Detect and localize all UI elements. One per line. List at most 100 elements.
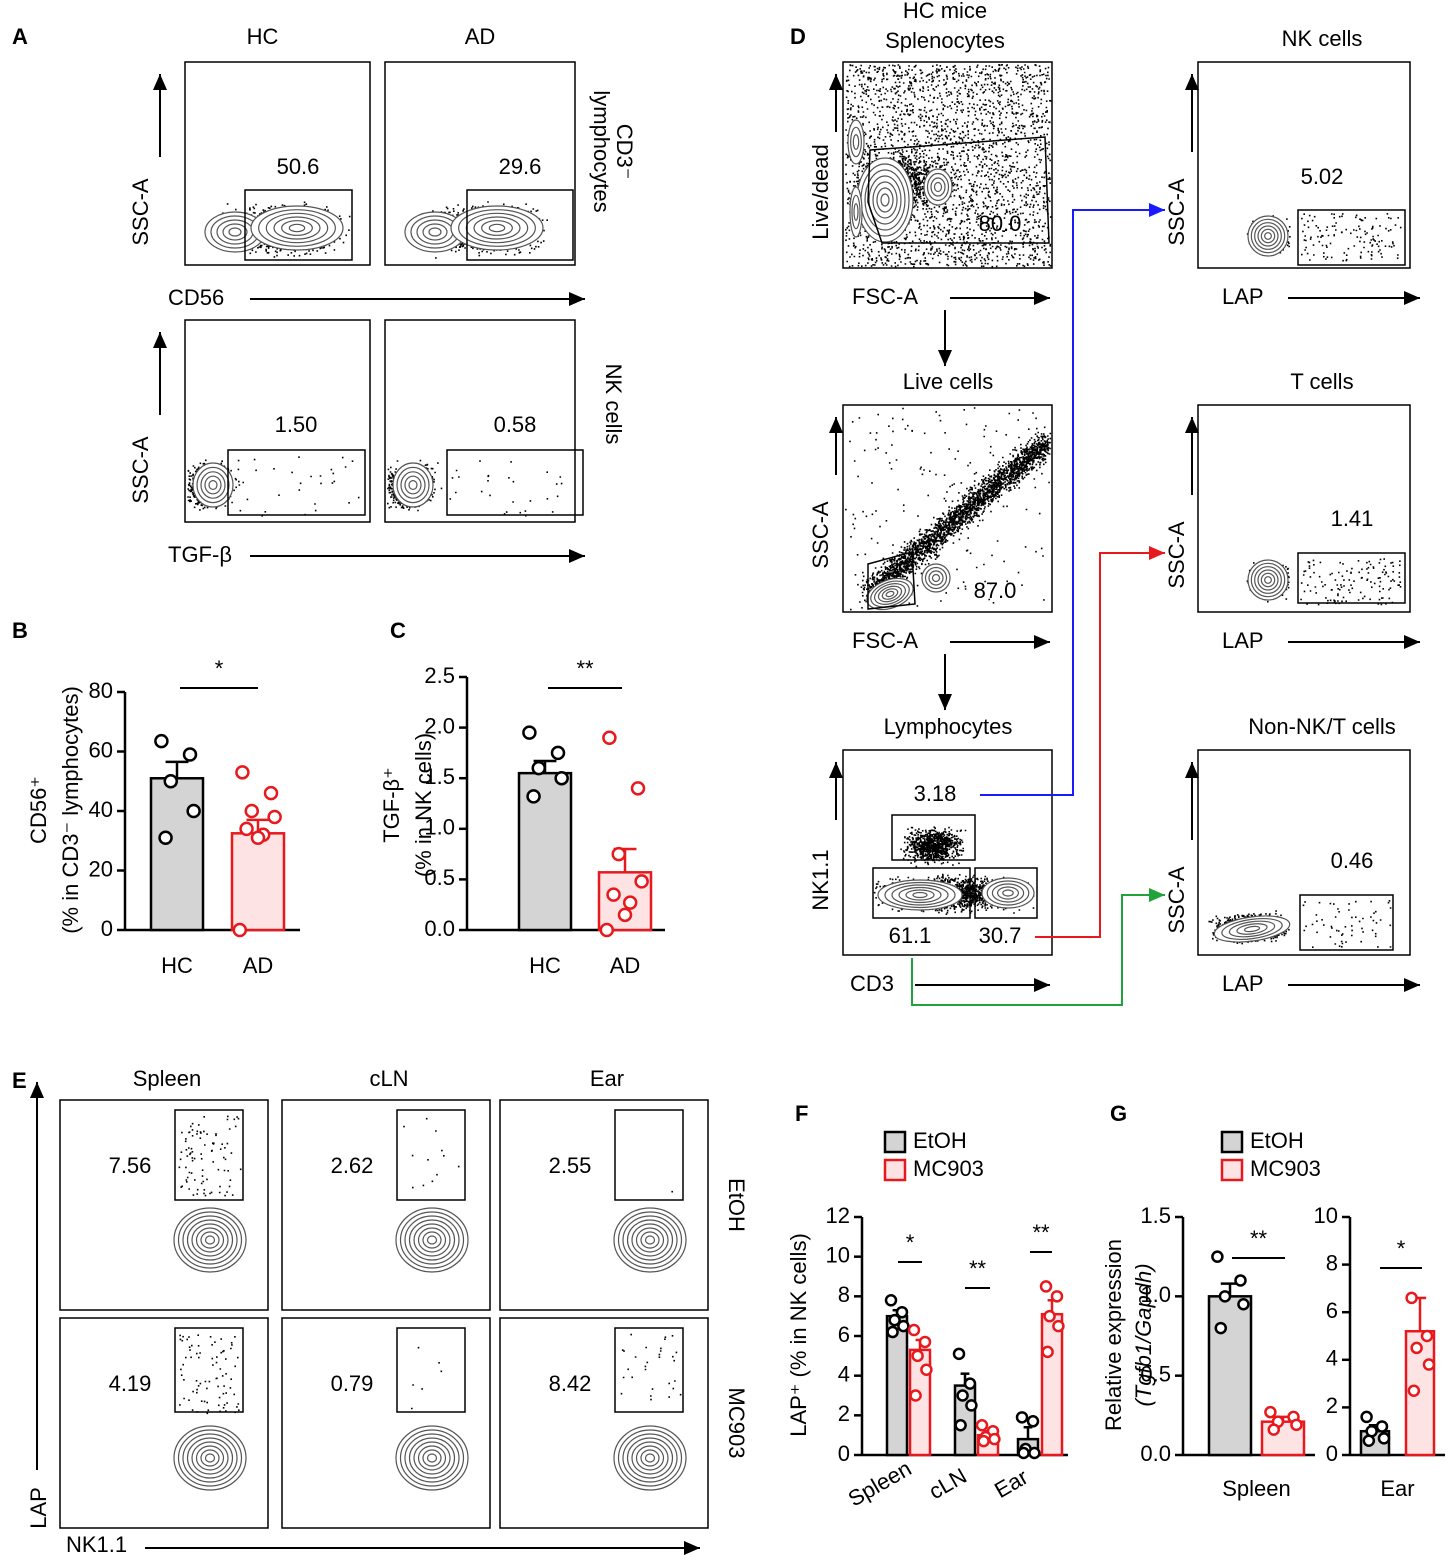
gate xyxy=(446,449,584,516)
y-tick-label: 10 xyxy=(826,1242,850,1267)
plot-frame xyxy=(281,1099,491,1311)
data-point xyxy=(630,781,646,796)
contour xyxy=(851,194,861,230)
plot-title: NK cells xyxy=(1282,26,1363,51)
contour xyxy=(404,1433,460,1483)
data-point xyxy=(1405,1291,1418,1305)
contour xyxy=(458,209,536,247)
bar xyxy=(230,832,286,932)
y-tick-label: 1.0 xyxy=(424,815,455,840)
event-dots xyxy=(237,456,360,517)
data-point xyxy=(954,1419,967,1432)
legend-label: MC903 xyxy=(913,1156,984,1181)
contour xyxy=(400,471,426,499)
axis-label: LAP xyxy=(26,1487,51,1529)
axis-label: SSC-A xyxy=(1164,178,1189,246)
contour xyxy=(880,193,890,207)
legend-swatch xyxy=(883,1130,907,1154)
contour xyxy=(981,877,1035,909)
contour xyxy=(1260,572,1276,588)
gate xyxy=(396,1327,466,1413)
significance: ** xyxy=(1250,1226,1268,1251)
gate-value: 1.50 xyxy=(275,412,318,437)
data-point xyxy=(239,821,254,837)
gate xyxy=(867,136,1050,244)
axis-label: LAP xyxy=(1222,628,1264,653)
contour xyxy=(395,1207,469,1273)
data-point xyxy=(909,1389,922,1402)
data-point xyxy=(918,1335,932,1349)
plot-frame xyxy=(499,1317,709,1529)
contour xyxy=(200,471,226,499)
gate-value: 29.6 xyxy=(499,154,542,179)
data-point xyxy=(531,760,547,776)
data-point xyxy=(606,887,621,902)
axis-arrow-head xyxy=(684,1541,700,1555)
data-point xyxy=(622,895,638,910)
plot-frame xyxy=(384,319,576,523)
contour xyxy=(853,203,859,221)
data-point xyxy=(554,770,569,786)
data-point xyxy=(263,785,279,801)
data-point xyxy=(965,1399,978,1412)
contour xyxy=(399,1429,465,1487)
data-point xyxy=(1410,1341,1423,1355)
gate xyxy=(174,1109,244,1201)
plot-frame xyxy=(184,319,371,523)
contour xyxy=(874,583,906,605)
plot-frame xyxy=(842,61,1053,269)
data-point xyxy=(988,1432,1001,1446)
data-point xyxy=(907,1323,921,1337)
contour xyxy=(644,1453,656,1463)
event-dots xyxy=(437,460,563,517)
contour xyxy=(473,216,521,240)
contour xyxy=(868,175,902,225)
contour xyxy=(1228,920,1276,938)
y-tick-label: 4 xyxy=(838,1361,850,1386)
significance: * xyxy=(1397,1236,1406,1261)
contour xyxy=(631,1441,669,1475)
connector-arrow-head xyxy=(1149,888,1165,902)
gate xyxy=(867,551,916,610)
contour xyxy=(191,1223,229,1257)
connector-arrow xyxy=(911,894,1165,1006)
legend-swatch xyxy=(1220,1130,1244,1154)
x-tick-label: Ear xyxy=(1380,1476,1414,1501)
data-point xyxy=(267,809,282,825)
contour xyxy=(877,879,963,911)
contour xyxy=(396,466,430,504)
contour xyxy=(864,169,906,231)
data-point xyxy=(163,774,179,789)
gate xyxy=(614,1109,684,1201)
event-dots xyxy=(178,1115,242,1197)
contour xyxy=(622,1433,678,1483)
plot-frame xyxy=(281,1317,491,1529)
axis-label: TGF-β xyxy=(168,542,232,567)
y-tick-label: 0.5 xyxy=(424,865,455,890)
contour xyxy=(905,889,935,901)
axis-label: SSC-A xyxy=(808,501,833,569)
contour xyxy=(898,886,942,904)
gate xyxy=(227,449,366,516)
contour xyxy=(408,480,418,491)
column-label: AD xyxy=(465,24,496,49)
y-tick-label: 2.5 xyxy=(424,663,455,688)
event-dots xyxy=(671,1190,673,1193)
contour xyxy=(173,1425,247,1491)
connector-arrow xyxy=(980,209,1165,796)
contour xyxy=(926,172,950,202)
gate-value: 0.58 xyxy=(494,412,537,437)
contour xyxy=(204,1235,216,1245)
gate-value: 1.41 xyxy=(1331,506,1374,531)
contour xyxy=(884,881,956,909)
y-tick-label: 20 xyxy=(89,856,113,881)
panel-label: A xyxy=(12,24,28,49)
panel-label: D xyxy=(790,24,806,49)
y-tick-label: 0.0 xyxy=(1140,1441,1171,1466)
gate xyxy=(396,1109,466,1201)
data-point xyxy=(232,922,248,938)
x-tick-label: Spleen xyxy=(1222,1476,1291,1501)
contour xyxy=(924,566,948,590)
contour xyxy=(195,1445,225,1471)
